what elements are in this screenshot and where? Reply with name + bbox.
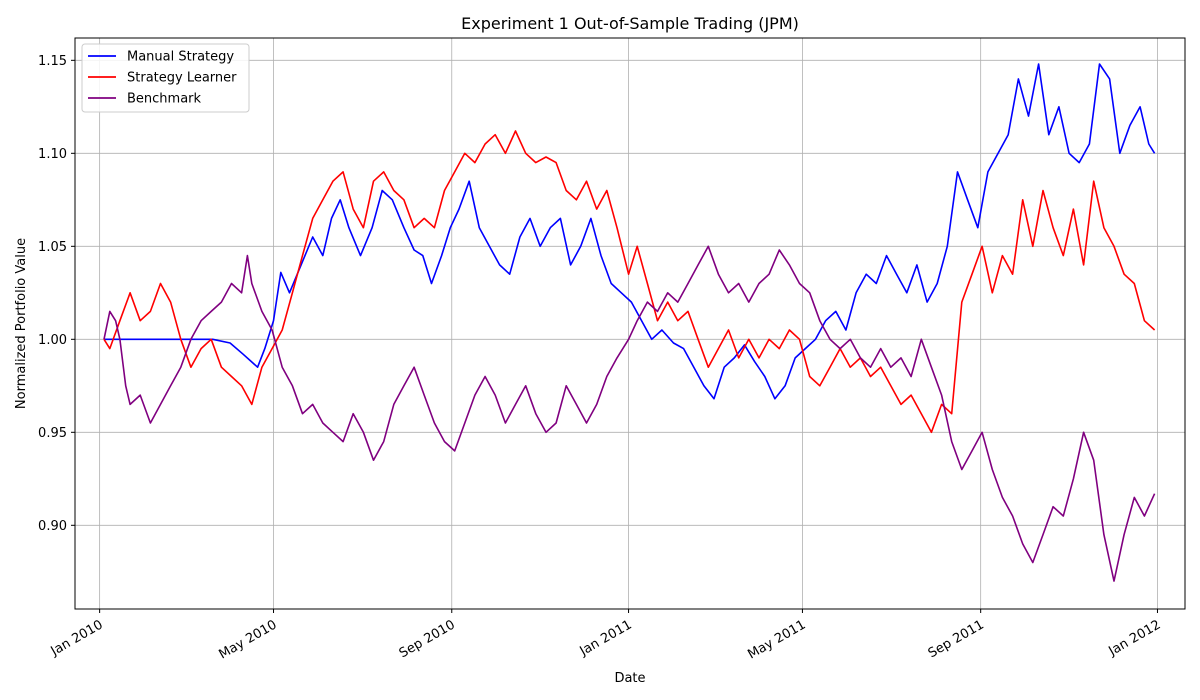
series-lines bbox=[103, 63, 1156, 582]
y-tick-label: 1.15 bbox=[38, 54, 67, 69]
y-tick-label: 1.05 bbox=[38, 240, 67, 255]
y-axis-label: Normalized Portfolio Value bbox=[14, 238, 29, 409]
plot-frame bbox=[74, 37, 1186, 610]
y-tick-label: 1.10 bbox=[38, 147, 67, 162]
y-tick-label: 1.00 bbox=[38, 333, 67, 348]
grid-lines bbox=[75, 38, 1185, 609]
legend-box bbox=[81, 43, 250, 113]
series-line-benchmark bbox=[103, 245, 1156, 582]
legend-label: Manual Strategy bbox=[127, 50, 234, 65]
y-axis-ticks: 0.90 0.95 1.00 1.05 1.10 1.15 bbox=[38, 54, 75, 534]
x-axis-label: Date bbox=[614, 671, 645, 686]
series-line-manual-strategy bbox=[104, 63, 1156, 400]
legend-label: Benchmark bbox=[127, 92, 202, 107]
y-tick-label: 0.90 bbox=[38, 519, 67, 534]
legend: Manual Strategy Strategy Learner Benchmark bbox=[81, 43, 250, 113]
y-tick-label: 0.95 bbox=[38, 426, 67, 441]
chart-title: Experiment 1 Out-of-Sample Trading (JPM) bbox=[461, 14, 799, 33]
legend-label: Strategy Learner bbox=[127, 71, 237, 86]
